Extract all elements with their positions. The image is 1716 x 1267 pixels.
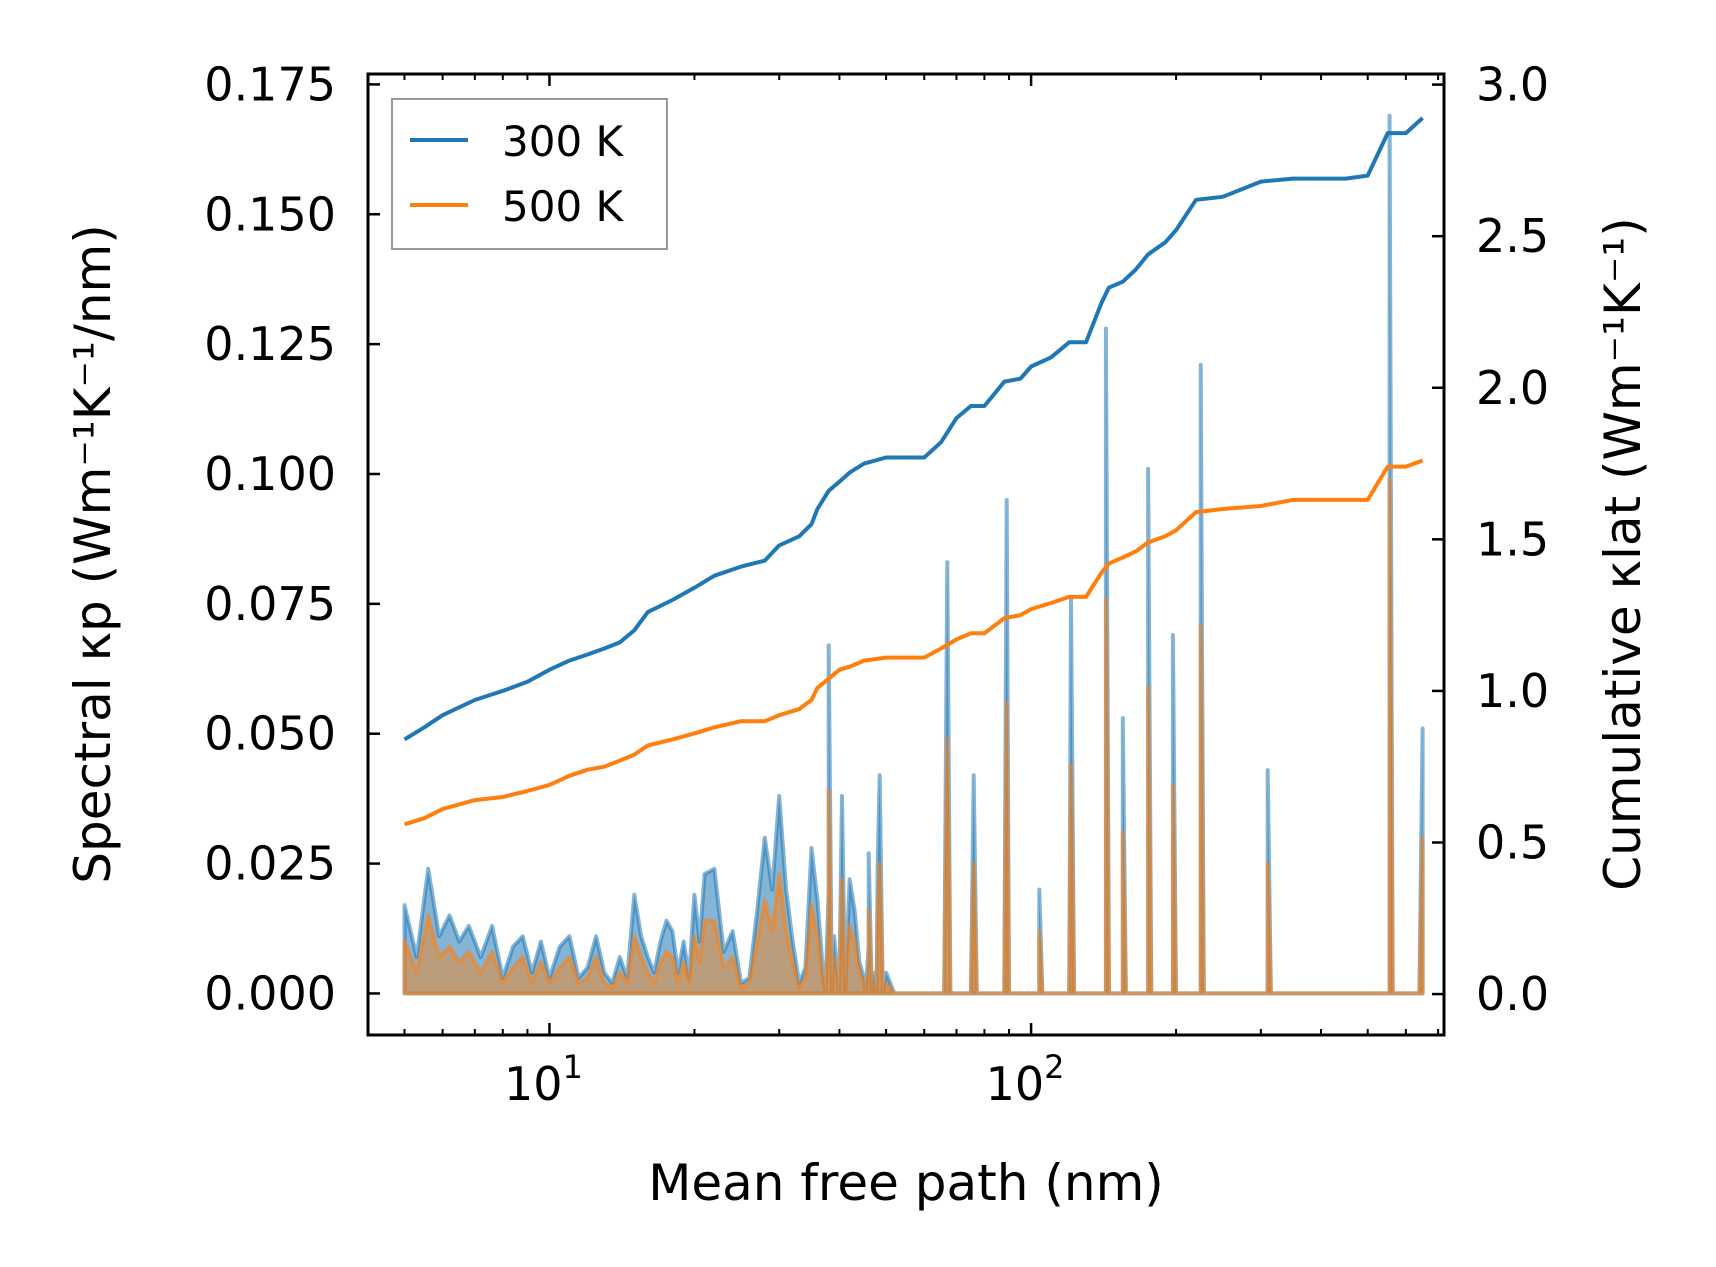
- y-right-tick-label: 0.0: [1476, 967, 1549, 1021]
- x-tick-exponent: 1: [563, 1048, 583, 1086]
- y-right-tick-label: 0.5: [1476, 815, 1549, 869]
- legend-label-300k: 300 K: [502, 117, 625, 166]
- cumulative-line-500k: [403, 458, 1424, 827]
- y-right-tick-label: 2.5: [1476, 209, 1549, 263]
- y-left-axis-label: Spectral κp (Wm⁻¹K⁻¹/nm): [64, 224, 122, 883]
- y-left-tick-label: 0.125: [204, 317, 336, 371]
- y-right-tick-label: 3.0: [1476, 58, 1549, 112]
- tick-layer: [368, 74, 1444, 1035]
- y-left-tick-label: 0.050: [204, 707, 336, 761]
- x-tick-exponent: 2: [1044, 1048, 1064, 1086]
- y-right-tick-label: 2.0: [1476, 361, 1549, 415]
- legend: 300 K 500 K: [391, 98, 668, 250]
- y-left-tick-label: 0.000: [204, 966, 336, 1020]
- spectral-500k-area: [402, 477, 1425, 996]
- y-right-tick-label: 1.5: [1476, 512, 1549, 566]
- cumulative-line-300k: [403, 116, 1424, 742]
- y-left-tick-label: 0.100: [204, 447, 336, 501]
- y-left-tick-label: 0.075: [204, 577, 336, 631]
- y-left-tick-label: 0.025: [204, 837, 336, 891]
- series-line-layer: [403, 116, 1424, 827]
- y-left-tick-label: 0.150: [204, 187, 336, 241]
- y-left-tick-label: 0.175: [204, 57, 336, 111]
- y-right-tick-label: 1.0: [1476, 664, 1549, 718]
- x-axis-label: Mean free path (nm): [648, 1154, 1164, 1212]
- y-right-axis-label: Cumulative κlat (Wm⁻¹K⁻¹): [1594, 217, 1652, 891]
- plot-frame: [366, 72, 1446, 1037]
- spectral-fill-layer: [402, 113, 1425, 996]
- tick-label-layer: 101 1020.0000.0250.0500.0750.1000.1250.15…: [204, 57, 1549, 1111]
- legend-box: [391, 98, 668, 250]
- legend-label-500k: 500 K: [502, 182, 625, 231]
